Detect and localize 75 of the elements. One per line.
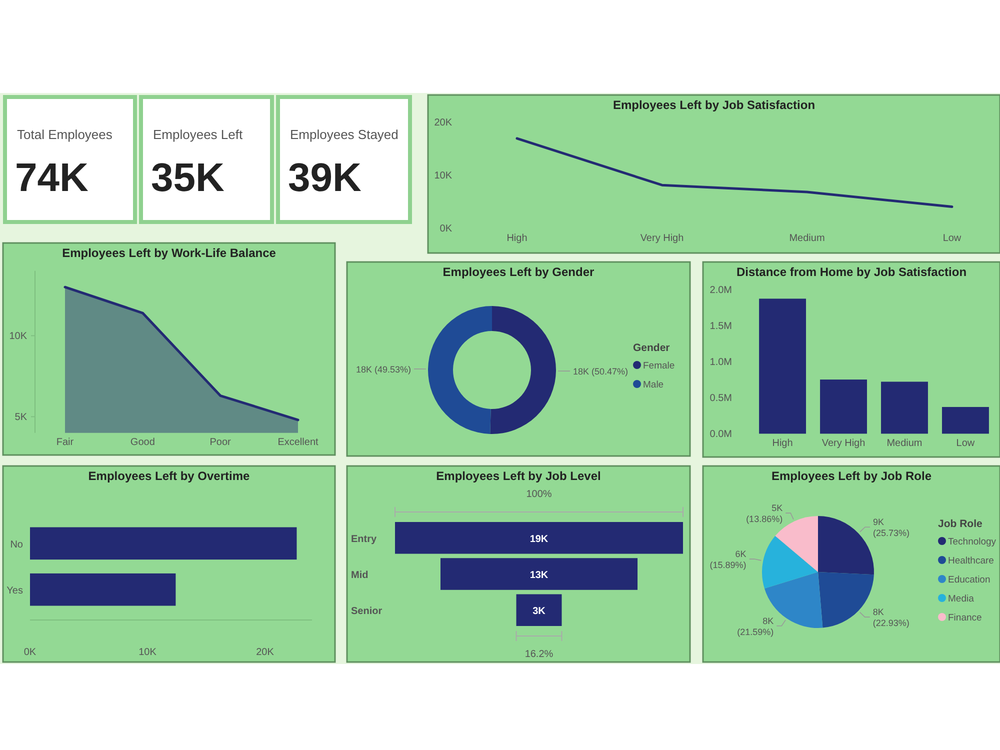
text: 16.2% — [524, 649, 554, 660]
y-tick-label: 0.5M — [710, 393, 732, 404]
y-tick-label: Yes — [6, 586, 23, 597]
category-label: Entry — [351, 534, 377, 545]
legend-title: Job Role — [938, 518, 982, 530]
data-label: 18K (50.47%) — [572, 366, 628, 377]
x-tick-label: Very High — [822, 438, 866, 449]
legend-label: Technology — [948, 536, 996, 548]
text: 39K — [288, 156, 362, 200]
legend-label: Finance — [948, 612, 982, 624]
data-label: 19K — [530, 534, 549, 545]
bar — [820, 380, 867, 434]
legend-label: Male — [643, 380, 664, 390]
pie-slice — [762, 536, 818, 588]
category-label: Senior — [351, 606, 382, 618]
text: 100% — [526, 489, 552, 500]
x-tick-label: Very High — [640, 233, 684, 244]
pie-slice — [818, 516, 874, 575]
text: Total Employees — [17, 127, 113, 142]
pie-slice — [764, 572, 823, 628]
x-tick-label: Medium — [886, 438, 922, 449]
chart-title: Employees Left by Job Role — [771, 469, 932, 483]
x-tick-label: 0K — [24, 647, 36, 658]
text: 35K — [151, 156, 224, 200]
data-label: 3K — [532, 606, 546, 618]
x-tick-label: High — [772, 438, 793, 449]
chart-title: Distance from Home by Job Satisfaction — [736, 265, 967, 279]
text: 74K — [15, 156, 88, 200]
text: Employees Left by Job Level — [436, 469, 601, 483]
legend-title: Gender — [633, 342, 670, 354]
x-tick-label: 20K — [256, 647, 274, 658]
legend-label: Healthcare — [948, 556, 994, 566]
x-tick-label: Good — [130, 437, 155, 448]
y-tick-label: 5K — [14, 412, 28, 424]
legend-label: Education — [948, 574, 990, 586]
chart-title: Employees Left by Gender — [442, 265, 595, 279]
data-label: 13K — [530, 570, 549, 581]
chart-title: Employees Left by Work-Life Balance — [62, 246, 276, 260]
x-tick-label: Low — [942, 233, 962, 244]
x-tick-label: Low — [956, 438, 976, 449]
bar — [942, 406, 989, 434]
y-tick-label: 1.5M — [710, 320, 732, 332]
data-label: 9K (25.73%) — [873, 517, 910, 538]
text: Employees Stayed — [290, 127, 398, 142]
data-label: 8K (21.59%) — [737, 616, 774, 637]
x-tick-label: Poor — [210, 437, 232, 448]
donut-slice — [428, 306, 492, 434]
chart-title: Employees Left by Overtime — [88, 469, 250, 483]
category-label: Mid — [351, 570, 368, 581]
donut-slice — [490, 306, 556, 434]
x-tick-label: 10K — [138, 647, 157, 658]
y-tick-label: 0K — [440, 224, 452, 234]
y-tick-label: 1.0M — [710, 357, 732, 368]
legend-label: Female — [643, 360, 675, 372]
chart-title: Employees Left by Job Satisfaction — [612, 98, 816, 112]
x-tick-label: Fair — [56, 437, 74, 448]
pie-slice — [818, 572, 874, 628]
x-tick-label: High — [506, 233, 528, 244]
data-label: 6K (15.89%) — [710, 549, 746, 570]
y-tick-label: 10K — [434, 170, 452, 182]
data-label: 5K (13.86%) — [746, 503, 783, 524]
legend-label: Media — [948, 594, 975, 604]
x-tick-label: Medium — [789, 233, 825, 244]
data-label: 8K (22.93%) — [872, 607, 910, 628]
text: Employees Left — [153, 127, 243, 142]
y-tick-label: 0.0M — [710, 429, 732, 440]
bar — [881, 382, 928, 434]
y-tick-label: 10K — [9, 331, 28, 342]
y-tick-label: 2.0M — [710, 284, 732, 296]
bar — [759, 298, 806, 434]
y-tick-label: No — [10, 539, 24, 550]
x-tick-label: Excellent — [278, 437, 319, 448]
y-tick-label: 20K — [434, 118, 452, 128]
data-label: 18K (49.53%) — [356, 364, 412, 374]
line-series — [516, 137, 954, 208]
